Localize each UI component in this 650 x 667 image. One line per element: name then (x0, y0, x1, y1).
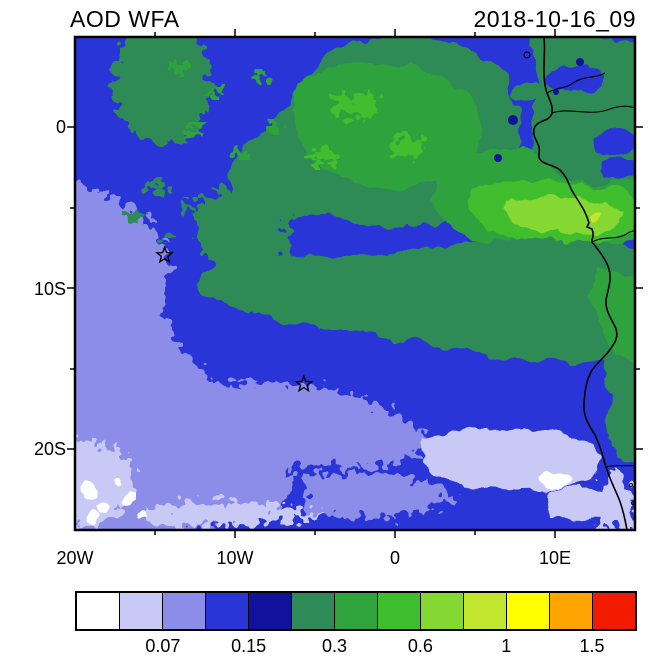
x-tick-label: 10W (216, 548, 254, 568)
map-plot (55, 17, 650, 562)
colorbar-cell (464, 593, 507, 629)
colorbar-cell (206, 593, 249, 629)
country-border (592, 230, 640, 242)
country-border (552, 106, 640, 113)
colorbar-cell (292, 593, 335, 629)
colorbar-tick-label: 1 (501, 636, 512, 656)
island-marker (296, 376, 311, 390)
colorbar-cell (593, 593, 635, 629)
colorbar (75, 591, 637, 631)
colorbar-tick-label: 0.3 (322, 636, 348, 656)
colorbar-cell (249, 593, 292, 629)
colorbar-cell (120, 593, 163, 629)
colorbar-tick-label: 0.15 (231, 636, 267, 656)
colorbar-cell (77, 593, 120, 629)
colorbar-tick-label: 0.6 (407, 636, 433, 656)
country-border (606, 465, 640, 467)
colorbar-cell (421, 593, 464, 629)
country-border (547, 73, 605, 93)
colorbar-cell (335, 593, 378, 629)
colorbar-tick-label: 1.5 (579, 636, 605, 656)
y-tick-label: 10S (33, 279, 66, 299)
x-tick-label: 10E (538, 548, 572, 568)
coastline (524, 37, 640, 530)
plot-datetime: 2018-10-16_09 (473, 6, 636, 32)
colorbar-labels: 0.07 0.15 0.3 0.6 1 1.5 (75, 636, 637, 660)
aod-field-contours (75, 37, 635, 530)
colorbar-cell (550, 593, 593, 629)
colorbar-cell (163, 593, 206, 629)
island-outline (524, 52, 530, 58)
island-outline (630, 484, 633, 487)
colorbar-cell (507, 593, 550, 629)
colorbar-cell (378, 593, 421, 629)
colorbar-tick-label: 0.07 (145, 636, 181, 656)
x-tick-label: 20W (56, 548, 94, 568)
y-tick-label: 20S (33, 439, 66, 459)
africa-west-coastline (534, 37, 627, 530)
island-marker (157, 247, 172, 261)
y-tick-label: 0 (55, 117, 66, 137)
x-tick-label: 0 (389, 548, 401, 568)
plot-title: AOD WFA (70, 6, 180, 32)
map-frame (75, 37, 635, 530)
